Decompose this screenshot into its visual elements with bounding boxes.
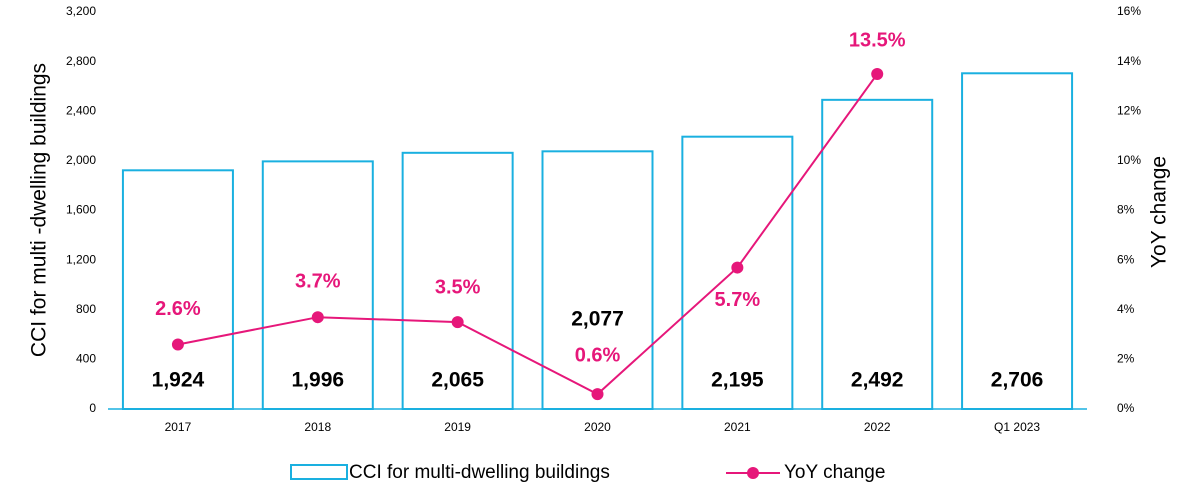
line-label: 13.5% <box>849 29 906 51</box>
bar-label: 2,065 <box>431 369 484 392</box>
bar-label: 2,077 <box>571 308 624 331</box>
y-tick-label: 2,400 <box>66 103 96 117</box>
line-label: 3.5% <box>435 276 481 298</box>
bar <box>401 151 514 410</box>
line-point <box>311 311 324 324</box>
y-tick-label: 1,600 <box>66 203 96 217</box>
y2-tick-label: 0% <box>1117 401 1135 415</box>
legend-swatch <box>290 464 348 480</box>
x-tick-label: 2020 <box>584 420 611 434</box>
y2-tick-label: 12% <box>1117 103 1141 117</box>
line-point <box>451 316 464 329</box>
line-label: 2.6% <box>155 298 201 320</box>
y-tick-label: 800 <box>76 302 96 316</box>
x-tick-label: 2018 <box>304 420 331 434</box>
bar <box>541 150 654 411</box>
line-label: 5.7% <box>715 289 761 311</box>
y2-tick-label: 8% <box>1117 203 1135 217</box>
bar-label: 2,492 <box>851 369 904 392</box>
x-tick-label: 2019 <box>444 420 471 434</box>
y2-tick-label: 6% <box>1117 252 1135 266</box>
bar <box>961 72 1074 411</box>
y2-tick-label: 16% <box>1117 4 1141 18</box>
bar-label: 2,706 <box>991 369 1044 392</box>
y-tick-label: 400 <box>76 352 96 366</box>
x-tick-label: 2017 <box>165 420 192 434</box>
legend-swatch <box>747 467 759 479</box>
line-point <box>871 68 884 81</box>
y-tick-label: 3,200 <box>66 4 96 18</box>
line-point <box>171 338 184 351</box>
bar <box>121 169 234 410</box>
bar-label: 2,195 <box>711 369 764 392</box>
y2-tick-label: 4% <box>1117 302 1135 316</box>
line-label: 0.6% <box>575 344 621 366</box>
y-axis-title: CCI for multi -dwelling buildings <box>28 63 51 357</box>
y2-tick-label: 14% <box>1117 54 1141 68</box>
line-point <box>591 388 604 401</box>
bar <box>821 98 934 411</box>
legend-label: CCI for multi-dwelling buildings <box>349 462 610 483</box>
bar-label: 1,924 <box>152 369 205 392</box>
x-tick-label: 2021 <box>724 420 751 434</box>
y2-tick-label: 2% <box>1117 352 1135 366</box>
y2-tick-label: 10% <box>1117 153 1141 167</box>
line-point <box>731 261 744 274</box>
x-tick-label: 2022 <box>864 420 891 434</box>
y-tick-label: 0 <box>89 401 96 415</box>
y-tick-label: 2,800 <box>66 54 96 68</box>
x-tick-label: Q1 2023 <box>994 420 1040 434</box>
line <box>177 73 879 396</box>
y2-axis-title: YoY change <box>1148 156 1171 268</box>
line-label: 3.7% <box>295 270 341 292</box>
legend-label: YoY change <box>784 462 885 483</box>
y-tick-label: 2,000 <box>66 153 96 167</box>
y-tick-label: 1,200 <box>66 252 96 266</box>
bar-label: 1,996 <box>292 369 345 392</box>
bar <box>261 160 374 410</box>
